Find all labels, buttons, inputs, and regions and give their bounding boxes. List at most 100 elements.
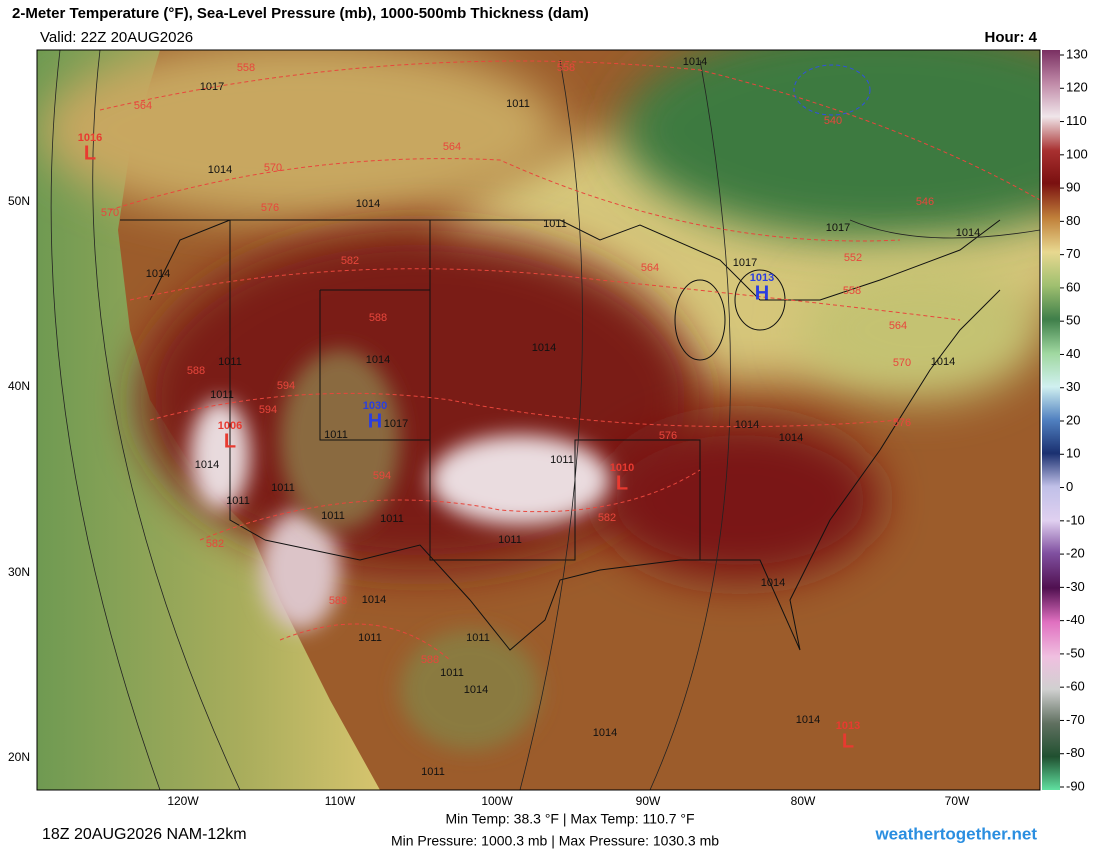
- isobar-label: 1014: [931, 356, 955, 368]
- lat-label: 30N: [8, 565, 30, 579]
- thickness-label: 564: [134, 100, 152, 112]
- colorbar-tick-label: 110: [1066, 113, 1087, 128]
- thickness-label: 570: [101, 207, 119, 219]
- forecast-hour: Hour: 4: [985, 29, 1038, 46]
- isobar-label: 1017: [200, 81, 224, 93]
- isobar-label: 1014: [208, 164, 232, 176]
- thickness-label: 582: [341, 255, 359, 267]
- isobar-label: 1011: [380, 513, 404, 525]
- colorbar-tick-label: 130: [1066, 46, 1088, 61]
- lon-label: 70W: [945, 794, 970, 808]
- thickness-label: 594: [277, 380, 295, 392]
- isobar-label: 1017: [733, 257, 757, 269]
- isobar-label: 1011: [506, 98, 530, 110]
- isobar-label: 1011: [358, 632, 382, 644]
- lon-label: 110W: [325, 794, 356, 808]
- isobar-label: 1014: [146, 268, 170, 280]
- isobar-label: 1011: [550, 454, 574, 466]
- thickness-label: 570: [264, 162, 282, 174]
- colorbar-tick-label: 40: [1066, 346, 1080, 361]
- colorbar-tick-label: -10: [1066, 512, 1085, 527]
- lat-label: 50N: [8, 194, 30, 208]
- isobar-label: 1011: [210, 389, 234, 401]
- isobar-label: 1011: [498, 534, 522, 546]
- isobar-label: 1017: [826, 222, 850, 234]
- colorbar-tick-label: 30: [1066, 379, 1080, 394]
- colorbar: [1042, 50, 1060, 790]
- isobar-label: 1011: [226, 495, 250, 507]
- thickness-label: 588: [421, 654, 439, 666]
- thickness-label: 558: [237, 62, 255, 74]
- colorbar-tick-label: 0: [1066, 479, 1073, 494]
- pressure-center-value: 1013: [750, 272, 774, 284]
- thickness-label: 576: [659, 430, 677, 442]
- isobar-label: 1017: [384, 418, 408, 430]
- model-run: 18Z 20AUG2026 NAM-12km: [42, 826, 247, 843]
- thickness-label: 582: [598, 512, 616, 524]
- isobar-label: 1014: [532, 342, 556, 354]
- thickness-label: 540: [824, 115, 842, 127]
- isobar-label: 1011: [421, 766, 445, 778]
- colorbar-tick-label: 60: [1066, 279, 1080, 294]
- colorbar-tick-label: -40: [1066, 612, 1085, 627]
- map-frame: [36, 49, 1041, 791]
- temp-range: Min Temp: 38.3 °F | Max Temp: 110.7 °F: [445, 811, 694, 827]
- map-labels: 1014 1017 1011 1014 1014 1011 1017 1014 1017 1014…: [78, 56, 980, 778]
- pressure-center-value: 1013: [836, 720, 860, 732]
- thickness-label: 558: [843, 285, 861, 297]
- thickness-label: 570: [893, 357, 911, 369]
- thickness-label: 576: [893, 417, 911, 429]
- colorbar-tick-label: -70: [1066, 712, 1085, 727]
- isobar-label: 1014: [683, 56, 707, 68]
- isobar-label: 1014: [956, 227, 980, 239]
- lat-label: 40N: [8, 379, 30, 393]
- thickness-label: 564: [889, 320, 907, 332]
- isobar-label: 1011: [440, 667, 464, 679]
- pressure-range: Min Pressure: 1000.3 mb | Max Pressure: …: [391, 833, 719, 849]
- pressure-center-value: 1030: [363, 400, 387, 412]
- isobar-label: 1011: [321, 510, 345, 522]
- pressure-center-value: 1010: [610, 462, 634, 474]
- colorbar-tick-label: -80: [1066, 745, 1085, 760]
- colorbar-tick-label: -50: [1066, 645, 1085, 660]
- colorbar-tick-label: 20: [1066, 412, 1080, 427]
- thickness-label: 546: [916, 196, 934, 208]
- isobar-label: 1014: [593, 727, 617, 739]
- lon-label: 100W: [481, 794, 513, 808]
- pressure-center-value: 1016: [78, 132, 102, 144]
- isobar-label: 1014: [362, 594, 386, 606]
- isobar-label: 1011: [324, 429, 348, 441]
- isobar-label: 1014: [796, 714, 820, 726]
- colorbar-tick-label: -20: [1066, 546, 1085, 561]
- site: weathertogether.net: [874, 824, 1037, 843]
- colorbar-tick-label: -30: [1066, 579, 1085, 594]
- colorbar-tick-label: 80: [1066, 213, 1080, 228]
- isobar-label: 1014: [761, 577, 785, 589]
- colorbar-tick-label: 120: [1066, 80, 1088, 95]
- pressure-center-letter: L: [616, 472, 628, 494]
- lon-label: 120W: [167, 794, 199, 808]
- colorbar-tick-label: -60: [1066, 679, 1085, 694]
- lat-label: 20N: [8, 750, 30, 764]
- thickness-label: 558: [557, 62, 575, 74]
- thickness-label: 582: [206, 538, 224, 550]
- isobar-label: 1014: [356, 198, 380, 210]
- pressure-center-letter: L: [842, 730, 854, 752]
- thickness-label: 552: [844, 252, 862, 264]
- colorbar-tick-label: -90: [1066, 778, 1085, 793]
- isobar-label: 1011: [466, 632, 490, 644]
- valid-time: Valid: 22Z 20AUG2026: [40, 29, 193, 46]
- pressure-center-letter: L: [84, 142, 96, 164]
- colorbar-tick-label: 100: [1066, 146, 1088, 161]
- thickness-label: 588: [187, 365, 205, 377]
- colorbar-tick-label: 10: [1066, 446, 1080, 461]
- lon-label: 90W: [636, 794, 661, 808]
- thickness-label: 594: [373, 470, 391, 482]
- lon-label: 80W: [791, 794, 816, 808]
- title: 2-Meter Temperature (°F), Sea-Level Pres…: [12, 5, 589, 22]
- isobar-label: 1011: [218, 356, 242, 368]
- thickness-label: 576: [261, 202, 279, 214]
- isobar-label: 1011: [543, 218, 567, 230]
- thickness-label: 564: [443, 141, 461, 153]
